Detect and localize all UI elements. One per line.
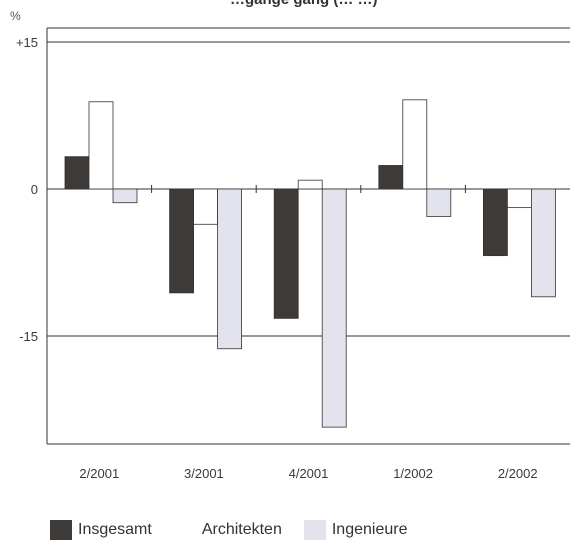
y-unit-label: % xyxy=(10,9,21,23)
x-tick-label: 1/2002 xyxy=(393,466,433,481)
y-tick-label: +15 xyxy=(16,35,38,50)
legend-swatch-insgesamt xyxy=(50,520,72,540)
x-tick-label: 4/2001 xyxy=(289,466,329,481)
legend-item-insgesamt: Insgesamt xyxy=(50,520,152,540)
legend-swatch-ingenieure xyxy=(303,520,326,540)
legend-item-architekten: Architekten xyxy=(173,520,282,540)
bar-insgesamt-4-2001 xyxy=(273,188,299,319)
chart-title: …gänge gang (… …) xyxy=(230,0,378,8)
bar-insgesamt-1-2002 xyxy=(378,165,404,190)
bar-ingenieure-4-2001 xyxy=(321,188,347,428)
x-tick-label: 2/2002 xyxy=(498,466,538,481)
bar-architekten-2-2001 xyxy=(88,101,114,190)
bar-architekten-4-2001 xyxy=(297,179,323,190)
bar-insgesamt-3-2001 xyxy=(169,188,195,294)
legend-item-ingenieure: Ingenieure xyxy=(303,520,408,540)
bar-architekten-2-2002 xyxy=(506,188,532,209)
bar-ingenieure-2-2001 xyxy=(112,188,138,204)
bar-ingenieure-3-2001 xyxy=(217,188,243,350)
bar-ingenieure-1-2002 xyxy=(426,188,452,217)
legend-swatch-architekten xyxy=(173,520,196,540)
legend-label-ingenieure: Ingenieure xyxy=(331,521,408,538)
bar-insgesamt-2-2001 xyxy=(64,156,90,190)
bar-ingenieure-2-2002 xyxy=(531,188,556,298)
legend-label-architekten: Architekten xyxy=(201,521,282,538)
bar-architekten-3-2001 xyxy=(193,188,219,225)
y-tick-label: -15 xyxy=(19,329,38,344)
bar-insgesamt-2-2002 xyxy=(482,188,508,257)
legend-label-insgesamt: Insgesamt xyxy=(78,521,152,538)
x-tick-label: 3/2001 xyxy=(184,466,224,481)
bar-architekten-1-2002 xyxy=(402,99,428,190)
legend: Insgesamt Architekten Ingenieure xyxy=(50,520,429,540)
x-tick-label: 2/2001 xyxy=(79,466,119,481)
y-tick-label: 0 xyxy=(31,182,38,197)
